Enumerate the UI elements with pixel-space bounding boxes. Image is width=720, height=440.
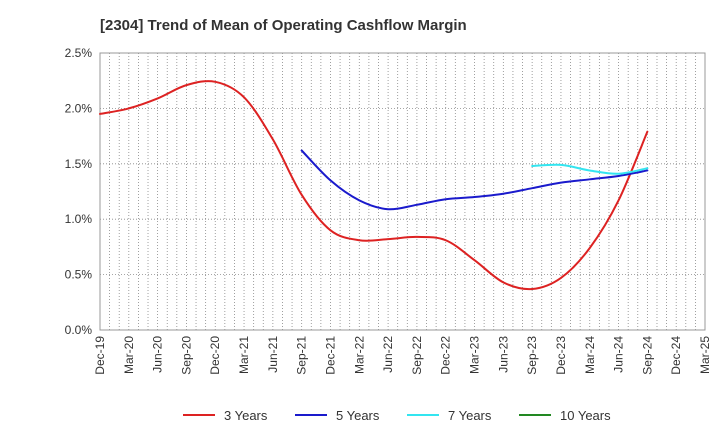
- x-tick-label: Dec-24: [669, 336, 683, 375]
- x-tick-label: Mar-23: [468, 336, 482, 374]
- x-tick-label: Sep-22: [410, 336, 424, 375]
- legend-label: 3 Years: [224, 408, 268, 423]
- x-tick-label: Jun-23: [496, 336, 510, 373]
- x-tick-label: Sep-24: [640, 336, 654, 375]
- legend: 3 Years 5 Years 7 Years 10 Years: [183, 408, 611, 423]
- x-tick-label: Sep-23: [525, 336, 539, 375]
- x-tick-label: Sep-21: [295, 336, 309, 375]
- y-tick-label: 1.0%: [65, 212, 93, 226]
- x-tick-label: Jun-21: [266, 336, 280, 373]
- series-line-7-years: [531, 163, 649, 175]
- series-line-3-years: [99, 80, 649, 291]
- x-tick-label: Mar-20: [122, 336, 136, 374]
- y-tick-label: 0.0%: [65, 323, 93, 337]
- plot-area: [99, 52, 706, 331]
- legend-label: 7 Years: [448, 408, 492, 423]
- series-lines: [99, 80, 649, 291]
- x-tick-label: Mar-24: [583, 336, 597, 374]
- y-axis: 0.0% 0.5% 1.0% 1.5% 2.0% 2.5%: [65, 46, 93, 337]
- y-tick-label: 1.5%: [65, 157, 93, 171]
- y-tick-label: 2.0%: [65, 101, 93, 115]
- x-tick-label: Mar-25: [698, 336, 712, 374]
- x-tick-label: Jun-22: [381, 336, 395, 373]
- x-tick-label: Dec-23: [554, 336, 568, 375]
- x-tick-label: Dec-19: [93, 336, 107, 375]
- x-tick-label: Sep-20: [179, 336, 193, 375]
- legend-label: 10 Years: [560, 408, 611, 423]
- grid: [100, 53, 705, 330]
- y-tick-label: 2.5%: [65, 46, 93, 60]
- x-tick-label: Dec-20: [208, 336, 222, 375]
- x-tick-label: Dec-22: [439, 336, 453, 375]
- y-tick-label: 0.5%: [65, 268, 93, 282]
- x-tick-label: Dec-21: [323, 336, 337, 375]
- legend-label: 5 Years: [336, 408, 380, 423]
- x-tick-label: Jun-24: [612, 336, 626, 373]
- x-axis: Dec-19 Mar-20 Jun-20 Sep-20 Dec-20 Mar-21 Jun-…: [93, 336, 712, 375]
- x-tick-label: Mar-22: [352, 336, 366, 374]
- x-tick-label: Mar-21: [237, 336, 251, 374]
- series-line-5-years: [300, 149, 649, 211]
- chart-title: [2304] Trend of Mean of Operating Cashfl…: [100, 17, 467, 34]
- x-tick-label: Jun-20: [151, 336, 165, 373]
